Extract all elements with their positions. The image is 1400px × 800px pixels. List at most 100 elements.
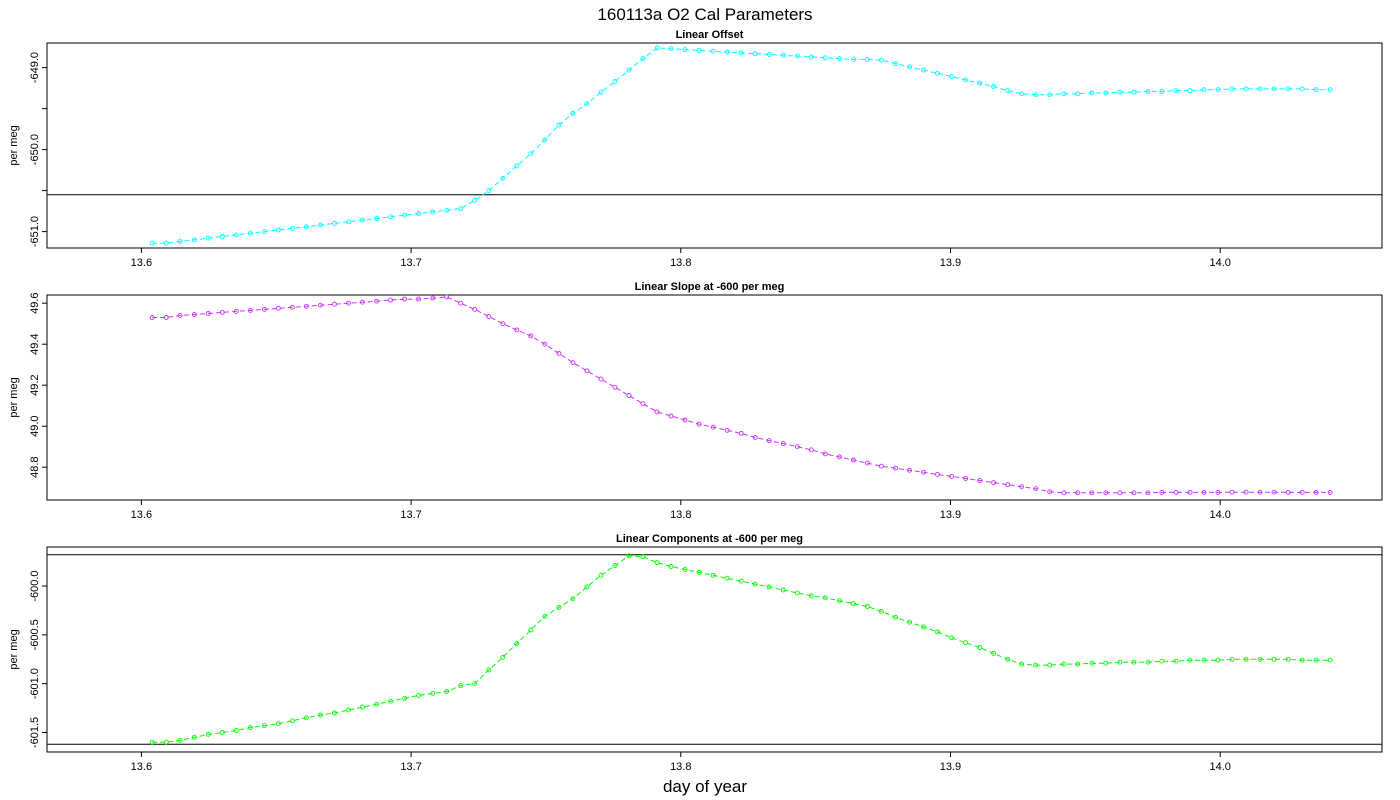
data-point xyxy=(907,64,912,70)
data-point xyxy=(1075,490,1081,496)
data-point xyxy=(1187,489,1193,495)
data-point xyxy=(1159,658,1165,664)
data-point xyxy=(416,692,422,698)
data-point xyxy=(696,421,702,427)
data-point xyxy=(864,604,870,609)
data-point xyxy=(1061,490,1067,496)
data-point xyxy=(374,701,380,707)
y-tick-label: -651.0 xyxy=(29,216,41,247)
data-point xyxy=(1215,489,1221,495)
data-point xyxy=(724,49,730,55)
data-point xyxy=(1089,490,1095,496)
series-line xyxy=(152,47,1331,244)
data-point xyxy=(963,77,969,83)
data-point xyxy=(893,61,898,66)
data-point xyxy=(1061,91,1067,97)
data-point xyxy=(1229,489,1235,495)
series-line xyxy=(152,296,1331,494)
data-point xyxy=(570,360,576,366)
data-point xyxy=(1229,86,1235,92)
data-point xyxy=(360,217,365,223)
data-point xyxy=(794,53,800,59)
data-point xyxy=(822,55,828,61)
x-tick-label: 13.7 xyxy=(400,509,421,521)
data-point xyxy=(949,74,955,80)
data-point xyxy=(444,294,450,300)
data-point xyxy=(991,84,997,89)
data-point xyxy=(878,608,884,614)
data-point xyxy=(766,438,772,444)
data-point xyxy=(1327,489,1333,495)
data-point xyxy=(836,454,842,460)
data-point xyxy=(542,341,548,347)
data-point xyxy=(1299,86,1305,92)
y-tick-label: -649.0 xyxy=(29,52,41,83)
data-point xyxy=(893,614,898,620)
data-point xyxy=(724,427,730,433)
panel-title: Linear Slope at -600 per meg xyxy=(635,281,785,293)
data-point xyxy=(528,627,534,633)
panel-2: Linear Slope at -600 per meg per meg 13.6 1… xyxy=(8,281,1383,521)
data-point xyxy=(1257,86,1263,92)
data-point xyxy=(1047,92,1053,98)
data-point xyxy=(514,641,520,647)
data-point xyxy=(977,80,983,86)
series-line xyxy=(152,555,1331,743)
data-point xyxy=(219,309,225,315)
data-point xyxy=(935,629,940,635)
data-point xyxy=(963,476,969,481)
x-tick-label: 13.8 xyxy=(670,761,691,773)
data-point xyxy=(991,480,997,486)
data-point xyxy=(584,101,590,107)
data-point xyxy=(556,605,562,610)
data-point xyxy=(724,575,730,581)
data-point xyxy=(668,413,674,419)
x-tick-label: 13.9 xyxy=(940,761,961,773)
data-point xyxy=(654,560,660,566)
data-point xyxy=(1299,489,1305,495)
data-point xyxy=(1243,86,1249,92)
data-point xyxy=(149,739,155,745)
data-point xyxy=(191,237,197,243)
data-point xyxy=(682,47,688,53)
data-point xyxy=(612,79,618,84)
data-point xyxy=(528,151,534,157)
data-point xyxy=(682,567,688,572)
x-tick-label: 13.7 xyxy=(400,761,421,773)
data-point xyxy=(991,650,997,656)
panel-1: Linear Offset per meg 13.6 13.7 13.8 13.9 14.0… xyxy=(8,29,1383,269)
data-point xyxy=(177,737,183,743)
y-axis-title: per meg xyxy=(8,125,20,165)
x-tick-label: 14.0 xyxy=(1209,761,1230,773)
data-point xyxy=(275,305,281,311)
data-point xyxy=(710,424,716,430)
data-point xyxy=(1089,90,1095,96)
data-point xyxy=(458,300,464,306)
data-point xyxy=(289,225,295,231)
data-point xyxy=(1173,489,1179,495)
data-point xyxy=(1243,656,1249,662)
data-point xyxy=(752,51,758,57)
data-point xyxy=(1313,489,1319,495)
data-point xyxy=(907,467,912,473)
x-tick-label: 13.8 xyxy=(670,509,691,521)
data-point xyxy=(205,731,211,737)
data-point xyxy=(1257,489,1263,495)
data-point xyxy=(416,211,422,217)
data-point xyxy=(935,70,940,76)
data-point xyxy=(1159,489,1165,495)
data-point xyxy=(1103,90,1109,96)
data-point xyxy=(219,234,225,239)
data-point xyxy=(1033,486,1039,492)
data-point xyxy=(247,230,253,236)
data-point xyxy=(921,624,926,630)
data-point xyxy=(696,569,702,575)
data-point xyxy=(374,298,380,304)
x-tick-label: 14.0 xyxy=(1209,509,1230,521)
data-point xyxy=(191,734,197,740)
data-point xyxy=(430,209,436,215)
data-point xyxy=(794,444,800,450)
data-point xyxy=(612,384,618,390)
data-point xyxy=(822,451,828,457)
data-point xyxy=(1005,482,1011,488)
